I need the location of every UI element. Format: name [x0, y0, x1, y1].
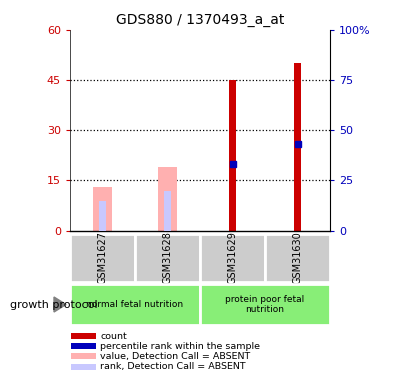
Bar	[71, 333, 96, 339]
Bar	[294, 63, 301, 231]
Bar	[71, 353, 96, 359]
Text: GDS880 / 1370493_a_at: GDS880 / 1370493_a_at	[116, 13, 284, 27]
Text: GSM31628: GSM31628	[162, 231, 172, 284]
Text: protein poor fetal
nutrition: protein poor fetal nutrition	[225, 295, 305, 314]
Bar	[164, 190, 171, 231]
Text: GSM31630: GSM31630	[292, 231, 302, 284]
Bar	[158, 167, 177, 231]
Text: value, Detection Call = ABSENT: value, Detection Call = ABSENT	[100, 351, 250, 360]
Text: rank, Detection Call = ABSENT: rank, Detection Call = ABSENT	[100, 362, 246, 371]
Bar	[99, 201, 106, 231]
FancyBboxPatch shape	[135, 234, 200, 282]
FancyBboxPatch shape	[70, 234, 135, 282]
FancyBboxPatch shape	[200, 234, 265, 282]
FancyBboxPatch shape	[265, 234, 330, 282]
Bar	[229, 80, 236, 231]
Text: percentile rank within the sample: percentile rank within the sample	[100, 342, 260, 351]
FancyBboxPatch shape	[70, 284, 200, 326]
Polygon shape	[54, 297, 66, 312]
Bar	[94, 187, 112, 231]
Text: normal fetal nutrition: normal fetal nutrition	[86, 300, 184, 309]
Text: GSM31629: GSM31629	[228, 231, 238, 284]
FancyBboxPatch shape	[200, 284, 330, 326]
Text: count: count	[100, 332, 127, 341]
Text: growth protocol: growth protocol	[10, 300, 98, 309]
Bar	[71, 343, 96, 349]
Bar	[71, 364, 96, 370]
Text: GSM31627: GSM31627	[98, 231, 108, 284]
